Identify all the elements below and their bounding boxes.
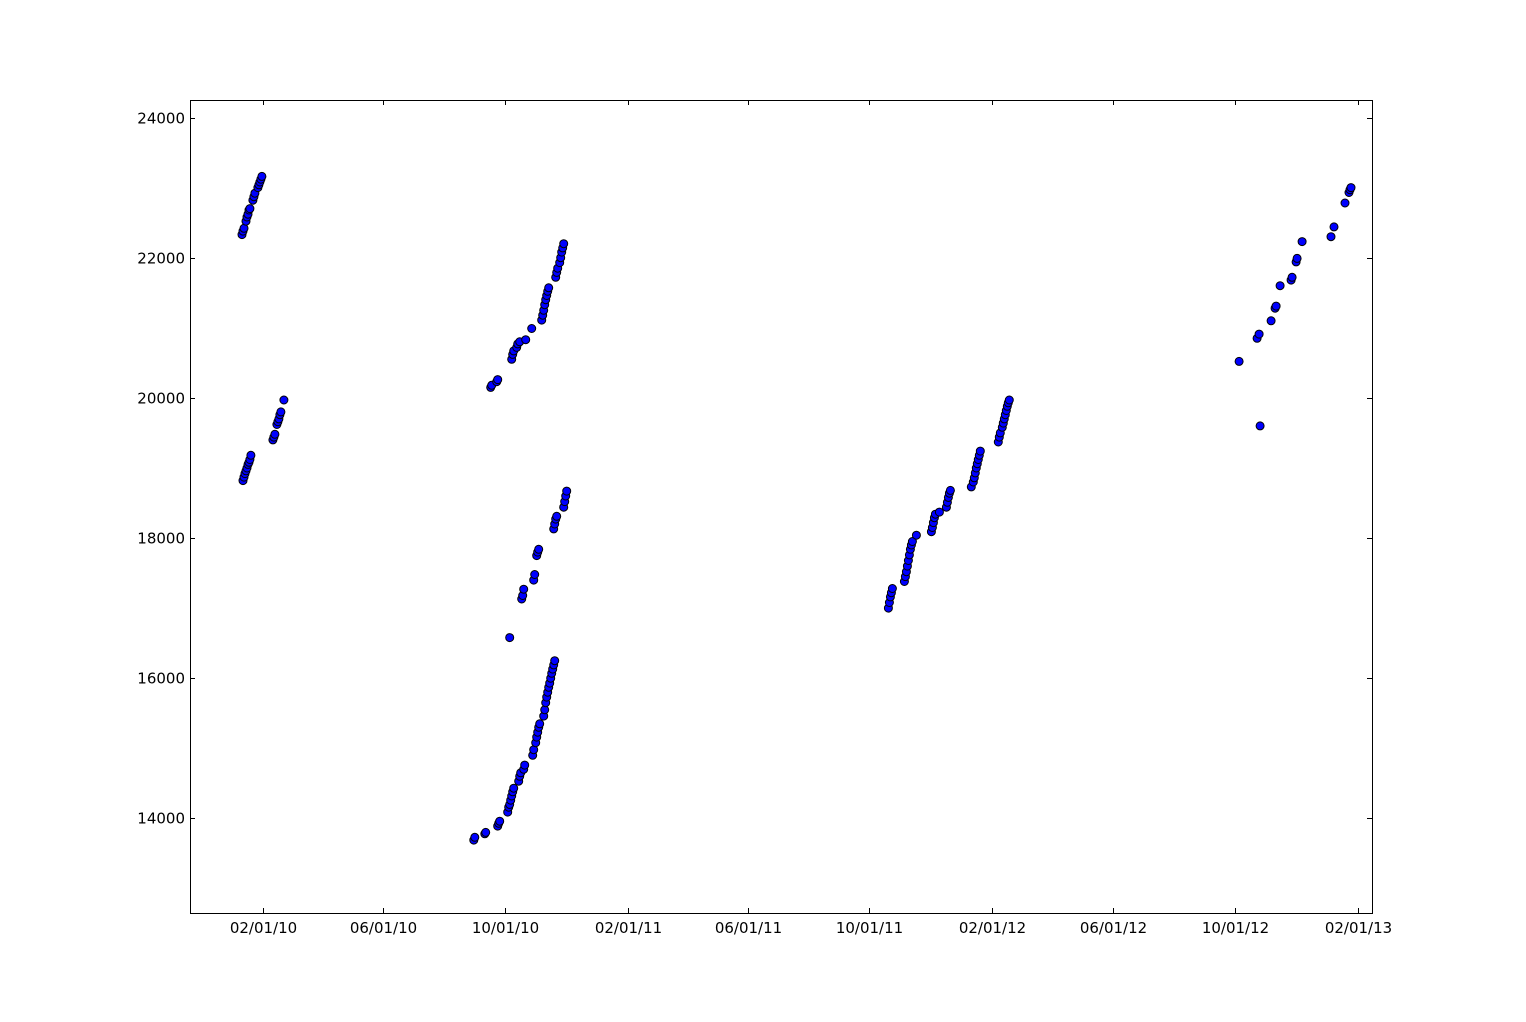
data-point [907,537,917,546]
x-tick-label: 10/01/10 [472,919,539,937]
data-point [521,335,531,345]
data-point [520,760,530,770]
data-point [1326,232,1336,242]
data-point [911,530,921,540]
data-point [505,633,515,643]
data-points [237,171,1356,845]
data-point [1329,222,1339,232]
data-point [530,570,540,579]
data-point [1340,198,1350,208]
data-point [550,656,560,666]
data-point [1292,253,1302,263]
y-tick-label: 14000 [137,810,185,828]
data-point [481,827,491,837]
data-point [493,375,503,385]
data-point [1271,301,1281,311]
data-point [519,584,529,594]
data-point [1275,281,1285,291]
data-point [945,485,955,495]
y-tick-label: 18000 [137,530,185,548]
data-point [552,511,562,521]
data-point [495,816,505,826]
data-point [270,429,280,439]
x-tick-label: 02/01/11 [595,919,662,937]
y-axis: 14000 16000 18000 20000 22000 24000 [137,110,1372,828]
data-point [470,832,480,842]
x-axis: 02/01/10 06/01/10 10/01/10 02/01/11 06/01/11… [230,100,1392,937]
data-point [245,204,255,214]
data-point [562,486,572,496]
x-tick-label: 10/01/12 [1202,919,1269,937]
data-point [1287,272,1297,282]
x-tick-label: 10/01/11 [836,919,903,937]
data-point [1266,316,1276,326]
data-point [1254,329,1264,339]
y-tick-label: 22000 [137,250,185,268]
data-point [509,783,519,793]
data-point [1255,421,1265,431]
data-point [887,584,897,593]
x-tick-label: 06/01/12 [1080,919,1147,937]
data-point [276,407,286,417]
x-tick-label: 02/01/10 [230,919,297,937]
y-tick-label: 16000 [137,670,185,688]
data-point [535,719,545,729]
y-tick-label: 20000 [137,390,185,408]
data-point [934,507,944,517]
plot-frame [190,100,1373,914]
data-point [257,171,267,181]
data-point [1234,356,1244,366]
y-tick-label: 24000 [137,110,185,128]
data-point [559,239,569,249]
data-point [544,283,554,293]
data-point [279,395,289,405]
x-tick-label: 06/01/10 [350,919,417,937]
x-tick-label: 02/01/12 [959,919,1026,937]
data-point [527,324,537,333]
data-point [975,446,985,456]
data-point [246,450,256,460]
data-point [1297,237,1307,247]
data-point [534,544,544,554]
data-point [1004,395,1014,405]
x-tick-label: 06/01/11 [715,919,782,937]
x-tick-label: 02/01/13 [1325,919,1392,937]
data-point [1346,183,1356,193]
